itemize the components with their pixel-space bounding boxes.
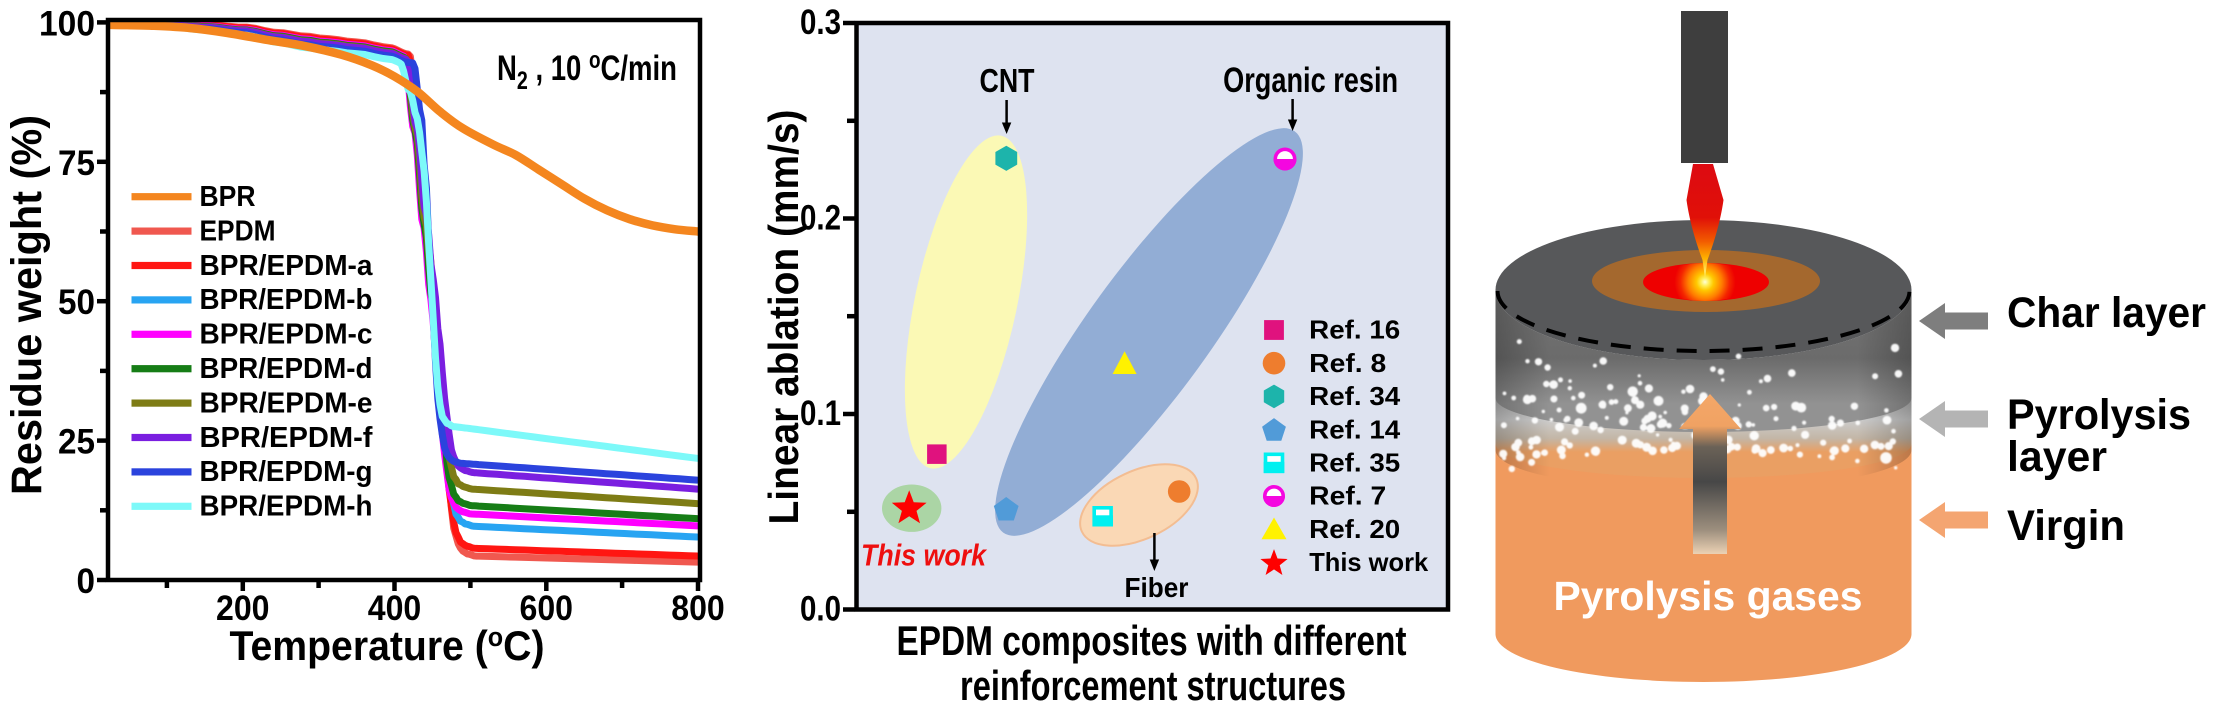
svg-text:0.1: 0.1 (800, 394, 841, 433)
svg-text:0.3: 0.3 (800, 3, 841, 42)
svg-text:Organic resin: Organic resin (1223, 61, 1398, 100)
svg-text:This work: This work (1309, 547, 1429, 577)
svg-text:Ref. 16: Ref. 16 (1309, 315, 1400, 345)
svg-text:BPR/EPDM-d: BPR/EPDM-d (200, 353, 373, 385)
svg-text:Linear ablation (mm/s): Linear ablation (mm/s) (760, 110, 807, 525)
svg-text:Pyrolysis gases: Pyrolysis gases (1554, 573, 1863, 619)
svg-text:200: 200 (216, 589, 270, 628)
svg-text:Ref. 8: Ref. 8 (1309, 348, 1386, 378)
svg-text:BPR/EPDM-e: BPR/EPDM-e (200, 387, 373, 419)
svg-text:Ref. 14: Ref. 14 (1309, 414, 1401, 444)
svg-text:layer: layer (2007, 433, 2107, 481)
svg-text:75: 75 (58, 144, 95, 183)
svg-text:EPDM composites with different: EPDM composites with different (897, 617, 1407, 664)
svg-text:Residue weight (%): Residue weight (%) (3, 115, 51, 495)
svg-text:BPR/EPDM-a: BPR/EPDM-a (200, 250, 374, 282)
svg-text:Char layer: Char layer (2007, 289, 2206, 337)
svg-text:Ref. 34: Ref. 34 (1309, 381, 1401, 411)
svg-text:reinforcement structures: reinforcement structures (960, 662, 1346, 707)
svg-text:N2 , 10 oC/min: N2 , 10 oC/min (497, 47, 677, 95)
svg-text:Virgin: Virgin (2007, 502, 2125, 550)
svg-text:800: 800 (671, 589, 725, 628)
svg-text:This work: This work (861, 538, 988, 573)
svg-text:0.0: 0.0 (800, 590, 841, 629)
svg-text:Ref. 7: Ref. 7 (1309, 481, 1386, 511)
svg-text:0: 0 (77, 562, 96, 601)
svg-text:100: 100 (39, 4, 95, 43)
svg-text:Ref. 35: Ref. 35 (1309, 448, 1400, 478)
svg-text:600: 600 (520, 589, 574, 628)
svg-text:BPR/EPDM-h: BPR/EPDM-h (200, 491, 373, 523)
svg-text:Ref. 20: Ref. 20 (1309, 514, 1400, 544)
svg-text:400: 400 (368, 589, 422, 628)
svg-text:CNT: CNT (980, 62, 1035, 99)
svg-text:BPR/EPDM-f: BPR/EPDM-f (200, 422, 373, 454)
svg-text:50: 50 (58, 283, 95, 322)
svg-text:BPR/EPDM-g: BPR/EPDM-g (200, 456, 373, 488)
svg-text:BPR/EPDM-c: BPR/EPDM-c (200, 319, 373, 351)
svg-text:0.2: 0.2 (800, 199, 841, 238)
svg-text:BPR/EPDM-b: BPR/EPDM-b (200, 284, 373, 316)
svg-text:EPDM: EPDM (200, 215, 276, 247)
svg-text:25: 25 (58, 423, 95, 462)
svg-text:Pyrolysis: Pyrolysis (2007, 391, 2191, 439)
svg-text:BPR: BPR (200, 181, 256, 213)
svg-text:Fiber: Fiber (1125, 572, 1189, 603)
